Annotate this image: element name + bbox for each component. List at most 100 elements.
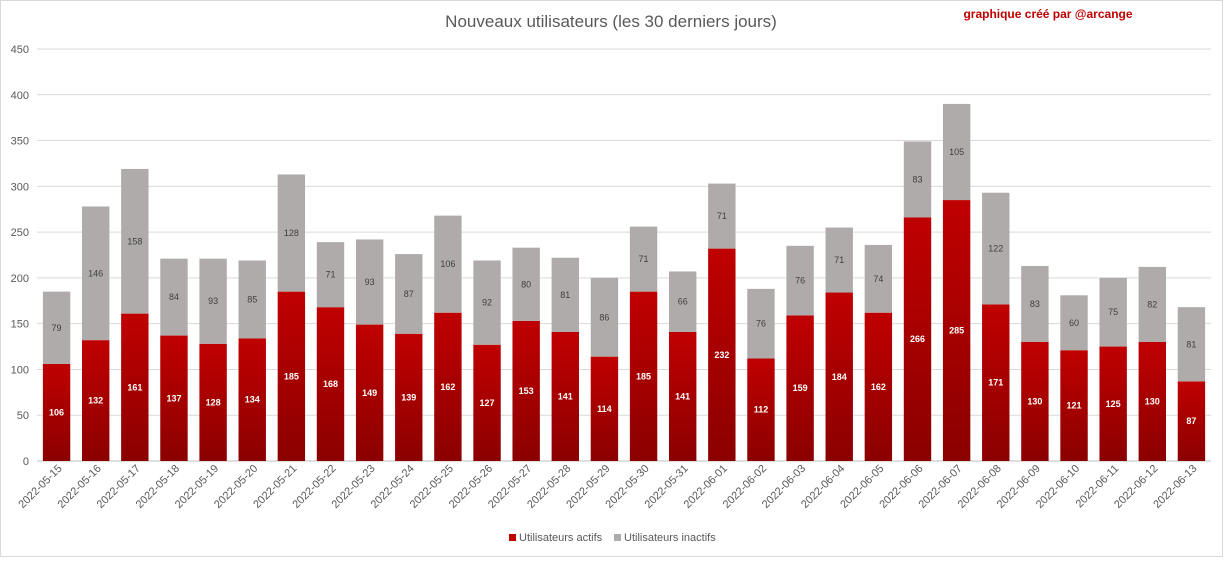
data-label-inactive: 81 bbox=[560, 290, 570, 300]
bar-active bbox=[238, 338, 266, 461]
legend-label-inactive: Utilisateurs inactifs bbox=[624, 532, 716, 544]
bar-active bbox=[1138, 341, 1166, 461]
data-label-active: 121 bbox=[1067, 401, 1082, 411]
bar-inactive bbox=[629, 226, 658, 292]
bar-active bbox=[747, 358, 775, 461]
bar-active bbox=[590, 356, 619, 461]
bar-inactive bbox=[277, 174, 306, 292]
bar-active bbox=[825, 292, 853, 461]
data-label-active: 168 bbox=[323, 379, 338, 389]
bar-inactive bbox=[825, 227, 853, 293]
data-label-active: 139 bbox=[401, 392, 416, 402]
data-label-inactive: 71 bbox=[639, 254, 649, 264]
y-tick-label: 150 bbox=[11, 319, 29, 331]
bar-active bbox=[982, 304, 1010, 461]
bar-active bbox=[551, 331, 579, 461]
data-label-active: 162 bbox=[871, 382, 886, 392]
data-label-inactive: 74 bbox=[873, 274, 883, 284]
data-label-active: 232 bbox=[714, 350, 729, 360]
data-label-active: 134 bbox=[245, 395, 260, 405]
bar-active bbox=[199, 343, 227, 461]
data-label-active: 87 bbox=[1186, 416, 1196, 426]
bar-inactive bbox=[121, 168, 149, 314]
bar-inactive bbox=[982, 192, 1010, 305]
bar-active bbox=[708, 248, 736, 461]
data-label-inactive: 92 bbox=[482, 298, 492, 308]
bar-active bbox=[473, 344, 501, 461]
bar-inactive bbox=[1138, 266, 1166, 342]
data-label-inactive: 122 bbox=[988, 244, 1003, 254]
data-label-inactive: 66 bbox=[678, 297, 688, 307]
y-tick-label: 50 bbox=[17, 410, 29, 422]
bar-active bbox=[277, 291, 306, 461]
chart-title: Nouveaux utilisateurs (les 30 derniers j… bbox=[445, 12, 777, 31]
data-label-inactive: 83 bbox=[912, 174, 922, 184]
bar-inactive bbox=[786, 245, 814, 316]
data-label-active: 161 bbox=[127, 382, 142, 392]
bar-inactive bbox=[512, 247, 540, 321]
bar-inactive bbox=[864, 244, 893, 313]
bar-inactive bbox=[1060, 295, 1088, 351]
data-label-active: 106 bbox=[49, 407, 64, 417]
bar-inactive bbox=[473, 260, 501, 345]
bar-inactive bbox=[551, 257, 579, 332]
bar-active bbox=[42, 363, 71, 461]
data-label-inactive: 86 bbox=[599, 312, 609, 322]
bar-inactive bbox=[708, 183, 736, 249]
data-label-active: 112 bbox=[754, 405, 769, 415]
data-label-inactive: 60 bbox=[1069, 318, 1079, 328]
data-label-active: 266 bbox=[910, 334, 925, 344]
bar-inactive bbox=[1021, 265, 1049, 342]
bar-active bbox=[316, 307, 345, 461]
y-tick-label: 400 bbox=[11, 90, 29, 102]
data-label-active: 162 bbox=[440, 382, 455, 392]
y-tick-label: 300 bbox=[11, 181, 29, 193]
bar-inactive bbox=[199, 258, 227, 344]
bar-inactive bbox=[1177, 307, 1206, 382]
bar-active bbox=[160, 335, 188, 461]
legend-swatch-active bbox=[509, 534, 516, 541]
legend-label-active: Utilisateurs actifs bbox=[519, 532, 603, 544]
bar-active bbox=[669, 331, 697, 461]
data-label-inactive: 85 bbox=[247, 294, 257, 304]
data-label-active: 130 bbox=[1027, 396, 1042, 406]
y-tick-label: 250 bbox=[11, 227, 29, 239]
bars bbox=[42, 103, 1206, 462]
bar-active bbox=[1021, 341, 1049, 461]
data-label-inactive: 106 bbox=[440, 259, 455, 269]
bar-active bbox=[786, 315, 814, 461]
data-label-active: 141 bbox=[675, 391, 690, 401]
bar-inactive bbox=[160, 258, 188, 336]
bar-active bbox=[512, 320, 540, 461]
data-label-active: 149 bbox=[362, 388, 377, 398]
bar-inactive bbox=[669, 271, 697, 332]
bar-inactive bbox=[942, 103, 971, 201]
data-label-active: 185 bbox=[636, 371, 651, 381]
bar-inactive bbox=[355, 239, 384, 325]
data-label-active: 153 bbox=[519, 386, 534, 396]
data-label-inactive: 71 bbox=[834, 255, 844, 265]
legend-swatch-inactive bbox=[614, 534, 621, 541]
y-tick-label: 200 bbox=[11, 273, 29, 285]
y-tick-label: 450 bbox=[11, 44, 29, 56]
bar-inactive bbox=[42, 291, 71, 364]
y-tick-label: 350 bbox=[11, 136, 29, 148]
bar-inactive bbox=[903, 141, 932, 218]
data-label-inactive: 81 bbox=[1186, 339, 1196, 349]
data-label-inactive: 93 bbox=[365, 277, 375, 287]
bar-inactive bbox=[395, 254, 423, 334]
bar-active bbox=[629, 291, 658, 461]
bar-inactive bbox=[1099, 277, 1127, 347]
data-label-inactive: 79 bbox=[52, 323, 62, 333]
bar-inactive bbox=[747, 288, 775, 359]
x-axis: 2022-05-152022-05-162022-05-172022-05-18… bbox=[16, 463, 1199, 511]
data-label-inactive: 84 bbox=[169, 292, 179, 302]
data-label-inactive: 76 bbox=[756, 319, 766, 329]
data-label-active: 171 bbox=[988, 378, 1003, 388]
bar-inactive bbox=[82, 206, 110, 341]
y-tick-label: 0 bbox=[23, 456, 29, 468]
data-label-active: 184 bbox=[832, 372, 847, 382]
bar-active bbox=[395, 333, 423, 461]
gridlines bbox=[37, 48, 1211, 462]
